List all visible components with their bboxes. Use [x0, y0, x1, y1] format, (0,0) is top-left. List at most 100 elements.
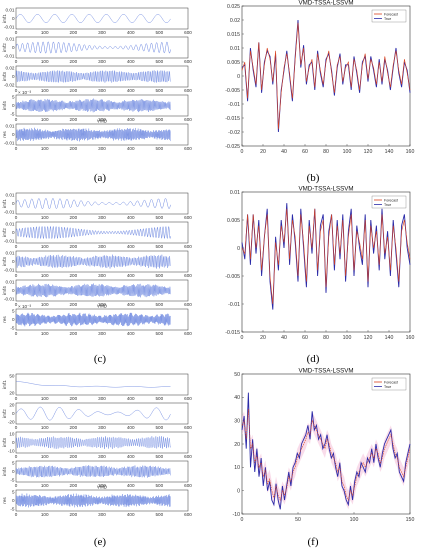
- panel-xtick: 500: [155, 215, 163, 220]
- panel-xtick: 300: [98, 59, 106, 64]
- x-tick-label: 150: [406, 517, 415, 523]
- panel-xtick: 600: [184, 215, 192, 220]
- x-tick-label: 100: [350, 517, 359, 523]
- panel-xtick: 200: [69, 396, 77, 401]
- panel-xtick: 400: [127, 483, 135, 488]
- panel-xtick: 500: [155, 117, 163, 122]
- x-tick-label: 100: [343, 149, 352, 155]
- legend-true-label: True: [384, 385, 391, 389]
- panel-xtick: 300: [98, 244, 106, 249]
- legend-forecast-label: Forecast: [384, 380, 398, 384]
- panel-frame: [15, 402, 189, 425]
- caption-f: (f): [308, 536, 319, 548]
- panel-xtick: 100: [41, 454, 49, 459]
- x-tick-label: 140: [385, 335, 394, 341]
- y-tick-label: 0.005: [227, 60, 240, 66]
- x-tick-label: 80: [323, 149, 329, 155]
- panel-ylabel: imf2: [2, 43, 7, 52]
- series-forecast-line: [241, 208, 411, 305]
- panel-xtick: 0: [15, 146, 18, 151]
- y-tick-label: 50: [234, 372, 240, 378]
- panel-xtick: 500: [155, 59, 163, 64]
- confidence-band: [242, 399, 410, 510]
- panel-xtick: 200: [69, 215, 77, 220]
- x-tick-label: 40: [281, 149, 287, 155]
- x-tick-label: 160: [406, 335, 415, 341]
- panel-xtick: 100: [41, 425, 49, 430]
- panel-xtick: 200: [69, 59, 77, 64]
- panel-xtick: 100: [41, 244, 49, 249]
- panel-ytick: 0.01: [6, 193, 15, 198]
- x-tick-label: 100: [343, 335, 352, 341]
- panel-xtick: 200: [69, 454, 77, 459]
- panel-ytick: 0: [12, 103, 15, 108]
- panel-xtick: 0: [15, 483, 18, 488]
- y-tick-label: 0: [237, 246, 240, 252]
- panel-xtick: 200: [69, 302, 77, 307]
- panel-exponent: × 10⁻³: [18, 90, 31, 95]
- x-tick-label: 160: [406, 149, 415, 155]
- panel-xtick: 600: [184, 146, 192, 151]
- panel-ytick: 0: [12, 498, 15, 503]
- x-tick-label: 80: [323, 335, 329, 341]
- y-tick-label: 0: [237, 74, 240, 80]
- x-tick-label: 0: [241, 517, 244, 523]
- panel-xtick: 400: [127, 88, 135, 93]
- x-tick-label: 0: [241, 149, 244, 155]
- panel-frame: [15, 192, 189, 215]
- panel-ylabel: imf1: [2, 199, 7, 208]
- panel-xtick: 0: [15, 215, 18, 220]
- panel-ytick: 0: [12, 288, 15, 293]
- panel-xtick: 500: [155, 244, 163, 249]
- imf-signal-line: [15, 283, 171, 298]
- chart-title: VMD-TSSA-LSSVM: [298, 186, 353, 193]
- panel-xtick: 400: [127, 244, 135, 249]
- panel-xtick: 0: [15, 273, 18, 278]
- panel-frame: [15, 460, 189, 483]
- panel-xtick: 100: [41, 331, 49, 336]
- panel-xtick: 300: [98, 454, 106, 459]
- imf-signal-line: [15, 198, 171, 209]
- panel-xtick: 500: [155, 396, 163, 401]
- panel-ytick: -5: [10, 507, 15, 512]
- panel-ytick: 5: [12, 95, 15, 100]
- panel-ytick: 0: [12, 132, 15, 137]
- legend-true-label: True: [384, 17, 391, 21]
- stack-xlabel: VMD: [97, 304, 108, 309]
- panel-xtick: 500: [155, 483, 163, 488]
- y-tick-label: 0.005: [227, 218, 240, 224]
- legend-box: [371, 9, 407, 23]
- panel-ytick: -5: [10, 326, 15, 331]
- x-tick-label: 60: [302, 335, 308, 341]
- panel-xtick: 0: [15, 512, 18, 517]
- panel-xtick: 200: [69, 30, 77, 35]
- imf-signal-line: [15, 465, 171, 478]
- panel-xtick: 300: [98, 425, 106, 430]
- panel-xtick: 300: [98, 146, 106, 151]
- panel-xtick: 400: [127, 273, 135, 278]
- panel-ylabel: imf4: [2, 467, 7, 476]
- panel-xtick: 0: [15, 88, 18, 93]
- panel-xtick: 100: [41, 59, 49, 64]
- panel-xtick: 600: [184, 454, 192, 459]
- panel-xtick: 0: [15, 425, 18, 430]
- imf-signal-line: [15, 436, 171, 449]
- panel-xtick: 300: [98, 88, 106, 93]
- panel-xtick: 100: [41, 117, 49, 122]
- panel-ytick: 0.01: [6, 222, 15, 227]
- y-tick-label: 0.01: [230, 190, 240, 196]
- legend-forecast-label: Forecast: [384, 12, 398, 16]
- y-tick-label: 0.025: [227, 4, 240, 10]
- x-tick-label: 120: [364, 335, 373, 341]
- panel-xtick: 400: [127, 396, 135, 401]
- series-forecast-line: [241, 22, 411, 130]
- imf-signal-line: [15, 98, 171, 113]
